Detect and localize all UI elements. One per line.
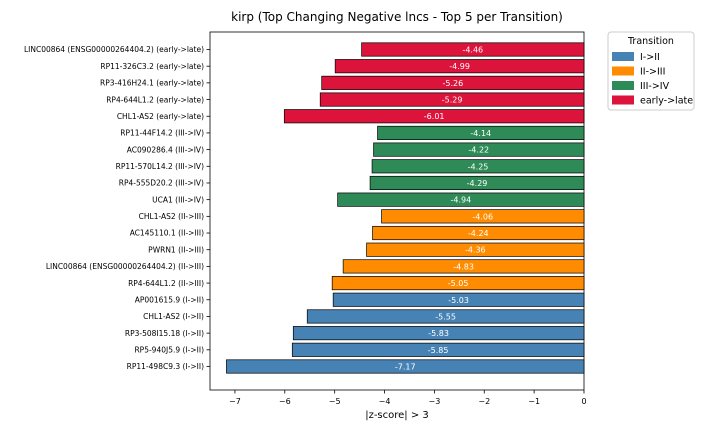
bar-value-label: -5.55 [435,312,456,321]
chart-title: kirp (Top Changing Negative lncs - Top 5… [231,10,563,24]
bar [332,292,585,307]
x-tick-label: −1 [528,397,540,406]
bar [369,175,585,191]
bar-value-label: -4.06 [472,212,493,221]
category-label: RP11-570L14.2 (III->IV) [116,162,204,171]
bar-value-label: -4.22 [468,146,489,155]
category-label: RP11-498C9.3 (I->II) [127,362,204,371]
bar [366,242,585,257]
legend: Transition I->II II->III III->IV early->late [607,31,695,111]
bar [321,75,585,90]
bar [292,326,585,341]
bar [361,42,585,57]
bar [377,125,585,140]
category-label: AC145110.1 (II->III) [130,229,204,238]
bar [291,342,585,357]
category-label: RP5-940J5.9 (I->II) [134,346,204,355]
legend-box [607,31,695,111]
bar-value-label: -7.17 [395,363,416,372]
legend-entry: II->III [640,67,665,78]
plot-area: -4.46 LINC00864 (ENSG00000264404.2) (earl… [24,31,587,406]
category-label: LINC00864 (ENSG00000264404.2) (II->III) [46,262,204,271]
bar-value-label: -5.03 [448,296,469,305]
x-tick-label: −6 [279,397,291,406]
legend-swatch [612,95,634,105]
bar [319,92,585,107]
category-label: RP4-644L1.2 (early->late) [106,95,204,104]
bar-value-label: -4.83 [453,262,474,271]
x-tick-label: −2 [478,397,490,406]
x-tick-label: 0 [581,397,586,406]
category-label: LINC00864 (ENSG00000264404.2) (early->la… [24,45,204,54]
bar-value-label: -5.05 [448,279,469,288]
bar [226,359,585,374]
category-label: UCA1 (III->IV) [152,195,204,204]
bar-value-label: -4.99 [449,62,470,71]
category-label: CHL1-AS2 (I->II) [143,312,204,321]
category-label: CHL1-AS2 (early->late) [117,112,204,121]
category-label: RP11-326C3.2 (early->late) [100,62,204,71]
bar-value-label: -4.94 [450,196,471,205]
bar [331,276,585,291]
legend-swatch [612,66,634,76]
x-tick-label: −4 [379,397,391,406]
bar-value-label: -4.29 [467,179,488,188]
bar-value-label: -4.25 [468,162,489,171]
category-label: RP4-555D20.2 (III->IV) [119,179,204,188]
bar [372,225,585,241]
bar [283,109,585,124]
category-label: RP3-508I15.18 (I->II) [125,329,204,338]
category-label: RP3-416H24.1 (early->late) [100,79,204,88]
bar [306,309,585,324]
x-tick-label: −3 [429,397,441,406]
bar-value-label: -4.24 [468,229,489,238]
category-label: PWRN1 (II->III) [148,245,204,254]
legend-entry: I->II [640,52,660,63]
bar-value-label: -5.26 [442,79,463,88]
legend-swatch [612,52,634,61]
category-label: CHL1-AS2 (II->III) [139,212,204,221]
x-tick-label: −5 [329,397,341,406]
category-label: AC090286.4 (III->IV) [127,145,204,154]
category-label: RP4-644L1.2 (II->III) [128,279,204,288]
legend-entry: III->IV [640,81,670,92]
bar-value-label: -4.14 [470,129,491,138]
x-axis-label: |z-score| > 3 [365,410,429,421]
legend-swatch [612,81,634,90]
bar [371,159,585,174]
bar [337,192,585,207]
bar-value-label: -4.36 [465,246,486,255]
x-tick-label: −7 [229,397,241,406]
bar [334,59,585,74]
bar-value-label: -5.29 [442,96,463,105]
bar-value-label: -4.46 [462,46,483,55]
category-label: AP001615.9 (I->II) [135,295,204,304]
bar [373,142,585,157]
legend-entry: early->late [640,96,693,107]
bar [342,259,585,274]
bar-value-label: -5.83 [428,329,449,338]
category-label: RP11-44F14.2 (III->IV) [120,129,204,138]
legend-title: Transition [627,36,674,47]
bar [381,209,585,224]
bar-value-label: -5.85 [428,346,449,355]
bar-value-label: -6.01 [424,112,445,121]
